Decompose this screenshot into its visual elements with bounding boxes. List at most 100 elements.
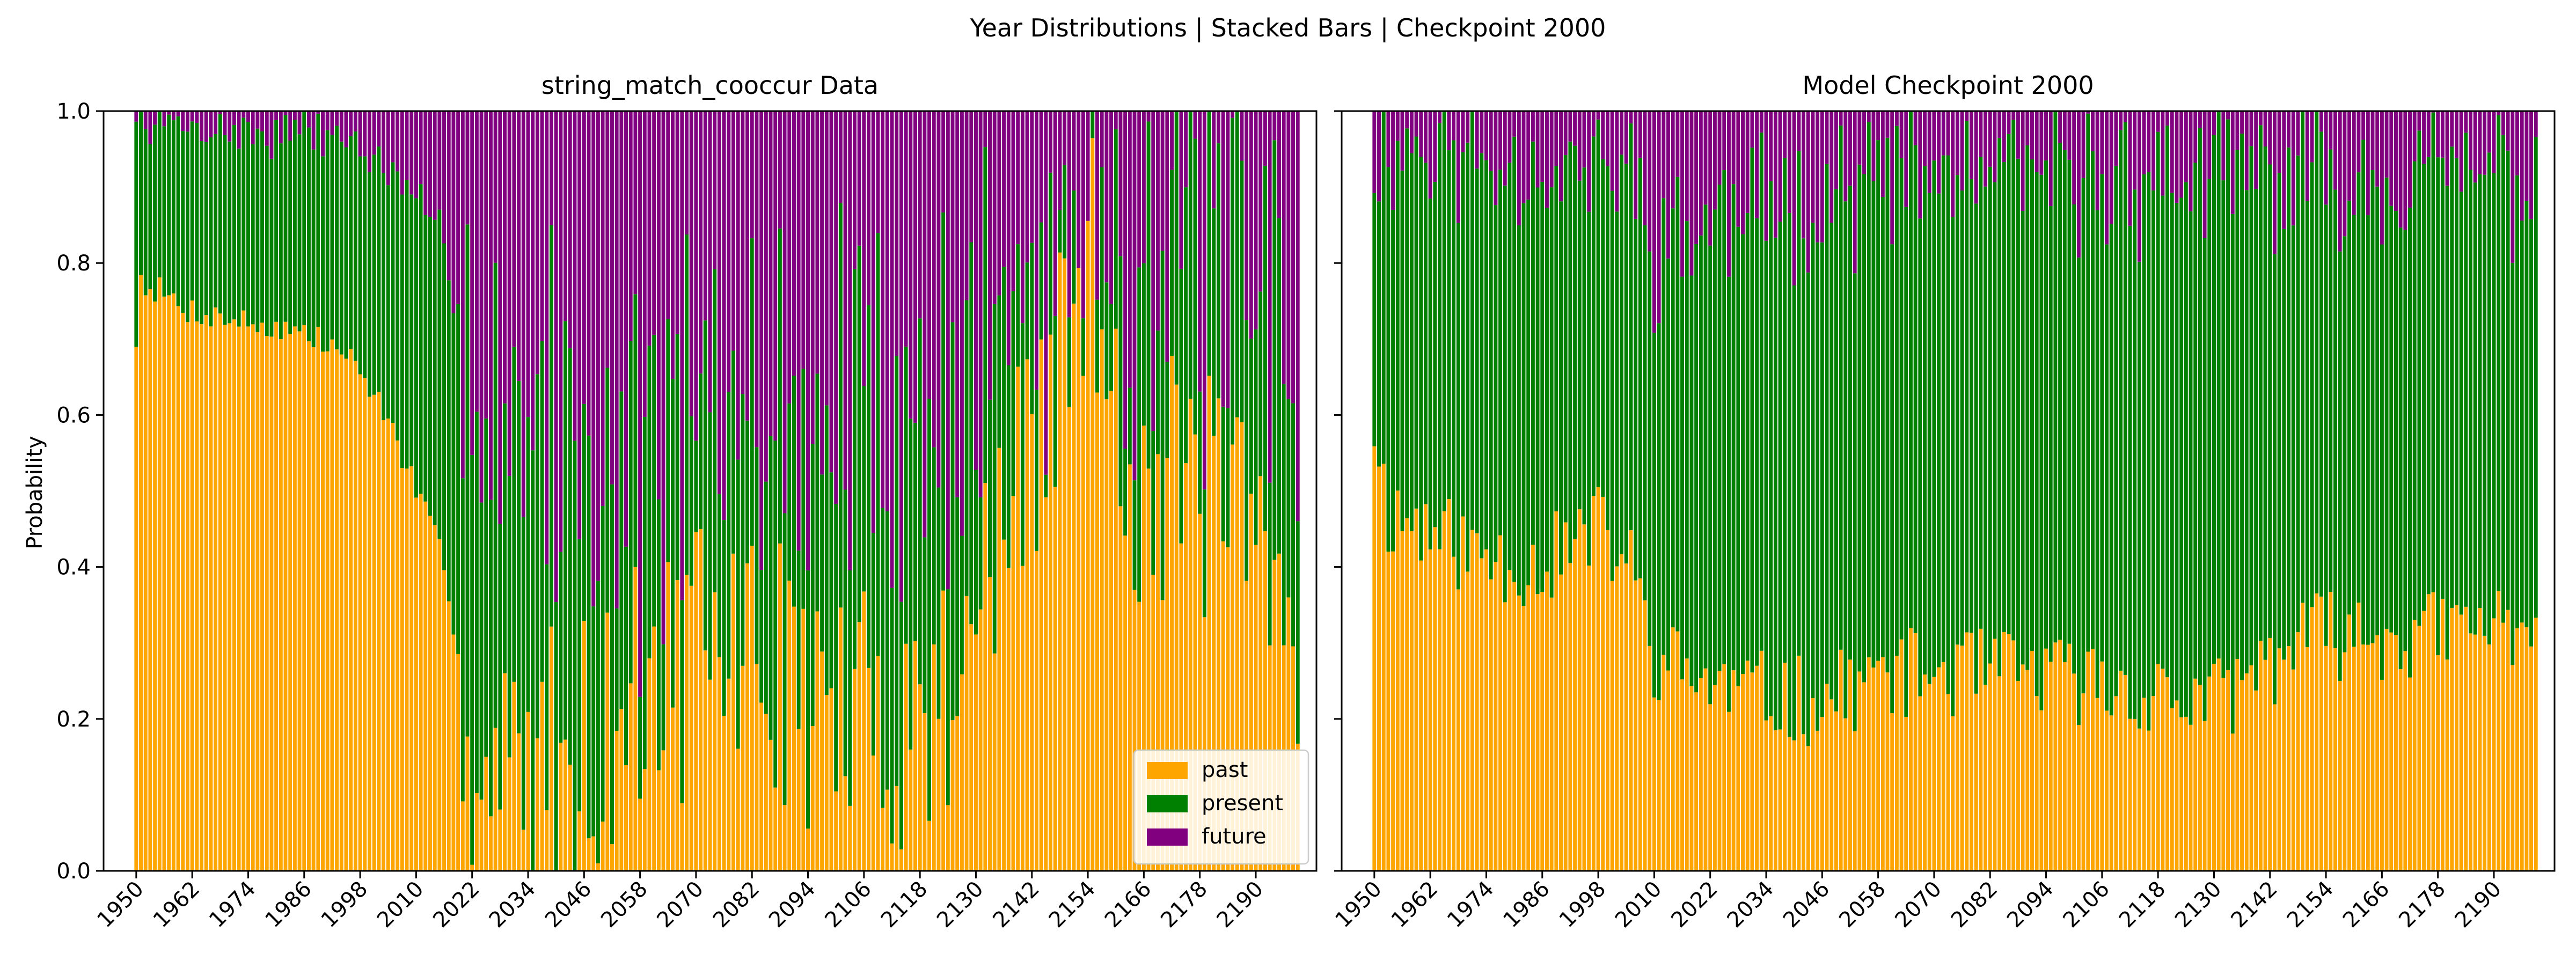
bar-present — [1848, 186, 1852, 659]
bar-past — [1540, 592, 1544, 871]
bar-present — [605, 368, 609, 612]
right-chart-title: Model Checkpoint 2000 — [1802, 71, 2094, 100]
bar-future — [1783, 111, 1787, 158]
bar-future — [1035, 111, 1038, 390]
bar-present — [2529, 219, 2533, 647]
bar-present — [414, 199, 418, 498]
bar-present — [349, 136, 353, 349]
bar-present — [895, 356, 898, 786]
bar-present — [1825, 164, 1829, 684]
bar-past — [2068, 644, 2072, 871]
bar-past — [1932, 677, 1936, 871]
bar-present — [792, 376, 796, 607]
bar-future — [428, 111, 432, 217]
bar-past — [778, 544, 782, 871]
bar-present — [2394, 211, 2398, 635]
bar-past — [2413, 620, 2417, 871]
bar-past — [148, 289, 152, 871]
bar-future — [2165, 111, 2169, 126]
bar-future — [713, 111, 716, 269]
bar-future — [1480, 111, 1483, 153]
bar-present — [853, 269, 857, 669]
bar-past — [274, 322, 278, 871]
bar-present — [246, 122, 250, 326]
bar-present — [1788, 213, 1791, 737]
bar-future — [596, 111, 600, 581]
bar-future — [708, 111, 712, 412]
bar-future — [1904, 111, 1908, 207]
bar-future — [839, 111, 843, 203]
bar-future — [605, 111, 609, 368]
bar-future — [685, 111, 689, 234]
bar-past — [1447, 499, 1451, 871]
bar-future — [1871, 111, 1875, 181]
bar-present — [279, 143, 283, 339]
legend-label-future: future — [1202, 824, 1267, 849]
bar-present — [2049, 206, 2053, 662]
bar-past — [2389, 633, 2393, 871]
bar-past — [1401, 531, 1404, 871]
bar-past — [503, 673, 507, 871]
bar-present — [1137, 267, 1141, 602]
bar-present — [1783, 158, 1787, 663]
bar-future — [228, 111, 231, 142]
bar-future — [237, 111, 241, 149]
bar-future — [414, 111, 418, 199]
bar-future — [1040, 111, 1043, 222]
bar-future — [1526, 111, 1530, 200]
bar-past — [2292, 670, 2295, 871]
bar-present — [269, 159, 273, 336]
bar-future — [2128, 111, 2132, 226]
bar-present — [2389, 206, 2393, 633]
bar-past — [2380, 680, 2384, 871]
bar-future — [633, 111, 637, 294]
bar-past — [1769, 716, 1773, 871]
bar-future — [792, 111, 796, 376]
bar-future — [2483, 111, 2486, 175]
bar-present — [713, 269, 716, 592]
bar-present — [2039, 175, 2043, 710]
bar-past — [741, 666, 744, 871]
bar-present — [619, 391, 623, 709]
bar-past — [830, 688, 833, 871]
bar-past — [1550, 598, 1554, 871]
bar-past — [1461, 516, 1465, 871]
bar-future — [2534, 111, 2538, 137]
bar-past — [1507, 570, 1511, 871]
bar-future — [1147, 111, 1151, 121]
bar-future — [727, 111, 730, 392]
bar-past — [844, 776, 847, 871]
bar-present — [2278, 173, 2281, 648]
bar-past — [2147, 731, 2150, 871]
bar-future — [1662, 111, 1665, 198]
bar-present — [2170, 193, 2174, 708]
bar-past — [2189, 725, 2193, 871]
bar-past — [1881, 657, 1885, 871]
bar-future — [2151, 111, 2155, 190]
bar-present — [2511, 263, 2514, 665]
bar-future — [1984, 111, 1987, 187]
bar-present — [134, 122, 138, 347]
bar-future — [461, 111, 465, 478]
bar-present — [1932, 160, 1936, 677]
bar-present — [564, 321, 567, 739]
bar-present — [2347, 201, 2351, 614]
bar-future — [2292, 111, 2295, 225]
bar-present — [1587, 212, 1591, 566]
bar-future — [2436, 111, 2440, 157]
bar-present — [1643, 225, 1647, 600]
bar-past — [1624, 563, 1628, 871]
bar-future — [1194, 111, 1197, 138]
bar-past — [1648, 646, 1651, 871]
bar-future — [676, 111, 679, 334]
bar-future — [666, 111, 670, 319]
bar-past — [2025, 670, 2029, 871]
bar-past — [2375, 635, 2379, 871]
bar-present — [797, 551, 801, 729]
bar-present — [1118, 256, 1122, 506]
bar-future — [2156, 111, 2160, 132]
bar-future — [456, 111, 460, 304]
bar-past — [909, 750, 912, 871]
bar-past — [1722, 664, 1726, 871]
bar-past — [955, 716, 959, 871]
